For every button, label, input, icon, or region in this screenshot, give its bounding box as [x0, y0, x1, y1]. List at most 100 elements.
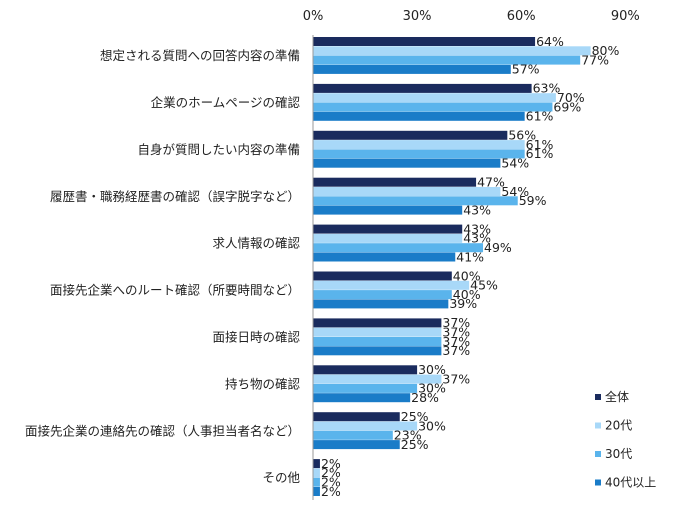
data-label: 2%: [321, 475, 341, 490]
data-label: 49%: [484, 240, 512, 255]
data-label: 54%: [501, 156, 529, 171]
data-label: 37%: [442, 343, 470, 358]
category-label: 持ち物の確認: [225, 376, 301, 391]
data-label: 77%: [581, 52, 609, 67]
category-label: 面接先企業の連絡先の確認（人事担当者名など）: [25, 423, 300, 438]
data-label: 23%: [394, 428, 422, 443]
bar: [313, 280, 470, 290]
bar: [313, 252, 456, 262]
data-label: 43%: [463, 231, 491, 246]
category-label: 想定される質問への回答内容の準備: [100, 48, 300, 63]
bar: [313, 346, 442, 356]
legend-swatch: [595, 422, 601, 429]
data-label: 59%: [519, 193, 547, 208]
data-label: 57%: [512, 62, 540, 77]
data-label: 2%: [321, 484, 341, 499]
data-label: 25%: [401, 409, 429, 424]
data-label: 30%: [418, 381, 446, 396]
data-labels: 64%63%56%47%43%40%37%30%25%2%80%70%61%54…: [321, 34, 620, 499]
bar: [313, 140, 525, 150]
category-label: 求人情報の確認: [212, 236, 300, 251]
bar: [313, 196, 518, 206]
bar: [313, 290, 452, 300]
legend-label: 30代: [605, 447, 632, 461]
data-label: 2%: [321, 465, 341, 480]
data-label: 80%: [592, 43, 620, 58]
bar: [313, 412, 400, 422]
data-label: 39%: [449, 296, 477, 311]
bar: [313, 46, 591, 56]
category-labels: 想定される質問への回答内容の準備企業のホームページの確認自身が質問したい内容の準…: [25, 48, 301, 485]
data-label: 43%: [463, 202, 491, 217]
data-label: 64%: [536, 34, 564, 49]
data-label: 40%: [453, 268, 481, 283]
bar: [313, 149, 525, 159]
data-label: 45%: [470, 278, 498, 293]
data-label: 30%: [418, 418, 446, 433]
bar: [313, 55, 581, 65]
x-tick-label: 90%: [611, 9, 640, 24]
legend-swatch: [595, 394, 601, 400]
legend-label: 20代: [605, 419, 632, 433]
bar: [313, 487, 320, 496]
bar: [313, 440, 400, 450]
bar: [313, 327, 442, 337]
bar: [313, 187, 501, 196]
data-label: 37%: [442, 325, 470, 340]
data-label: 37%: [442, 315, 470, 330]
data-label: 61%: [526, 137, 554, 152]
category-label: 面接日時の確認: [212, 330, 300, 345]
bar: [313, 459, 320, 469]
x-tick-label: 0%: [303, 9, 324, 24]
data-label: 43%: [463, 221, 491, 236]
bar: [313, 374, 442, 384]
bar: [313, 393, 411, 403]
bar: [313, 177, 477, 187]
legend: 全体 20代 30代 40代以上: [595, 389, 656, 490]
bars: [313, 37, 591, 496]
data-label: 30%: [418, 362, 446, 377]
bar: [313, 83, 532, 93]
data-label: 63%: [533, 81, 561, 96]
data-label: 54%: [501, 184, 529, 199]
bar: [313, 243, 484, 253]
bar: [313, 383, 418, 393]
bar: [313, 205, 463, 215]
data-label: 56%: [508, 128, 536, 143]
bar: [313, 365, 418, 375]
bar: [313, 233, 463, 243]
bar: [313, 111, 525, 121]
legend-swatch: [595, 479, 601, 486]
data-label: 37%: [442, 371, 470, 386]
x-axis-ticks: 0% 30% 60% 90%: [303, 9, 640, 24]
bar: [313, 158, 501, 168]
bar: [313, 318, 442, 328]
bar: [313, 477, 320, 487]
bar: [313, 102, 553, 112]
bar: [313, 430, 393, 440]
bar: [313, 37, 536, 46]
category-label: 自身が質問したい内容の準備: [137, 142, 300, 157]
data-label: 61%: [526, 109, 554, 124]
bar: [313, 64, 511, 74]
x-tick-label: 30%: [403, 9, 432, 24]
data-label: 2%: [321, 456, 341, 471]
bar: [313, 224, 463, 234]
category-label: その他: [262, 470, 300, 485]
data-label: 40%: [453, 287, 481, 302]
data-label: 37%: [442, 334, 470, 349]
data-label: 47%: [477, 175, 505, 190]
bar: [313, 421, 418, 431]
x-tick-label: 60%: [507, 9, 536, 24]
category-label: 企業のホームページの確認: [151, 95, 301, 110]
bar: [313, 130, 508, 140]
data-label: 28%: [411, 390, 439, 405]
data-label: 70%: [557, 90, 585, 105]
bar: [313, 299, 449, 309]
bar: [313, 337, 442, 346]
category-label: 面接先企業へのルート確認（所要時間など）: [50, 283, 300, 298]
data-label: 25%: [401, 437, 429, 452]
bar: [313, 271, 452, 281]
legend-label: 40代以上: [605, 476, 656, 490]
